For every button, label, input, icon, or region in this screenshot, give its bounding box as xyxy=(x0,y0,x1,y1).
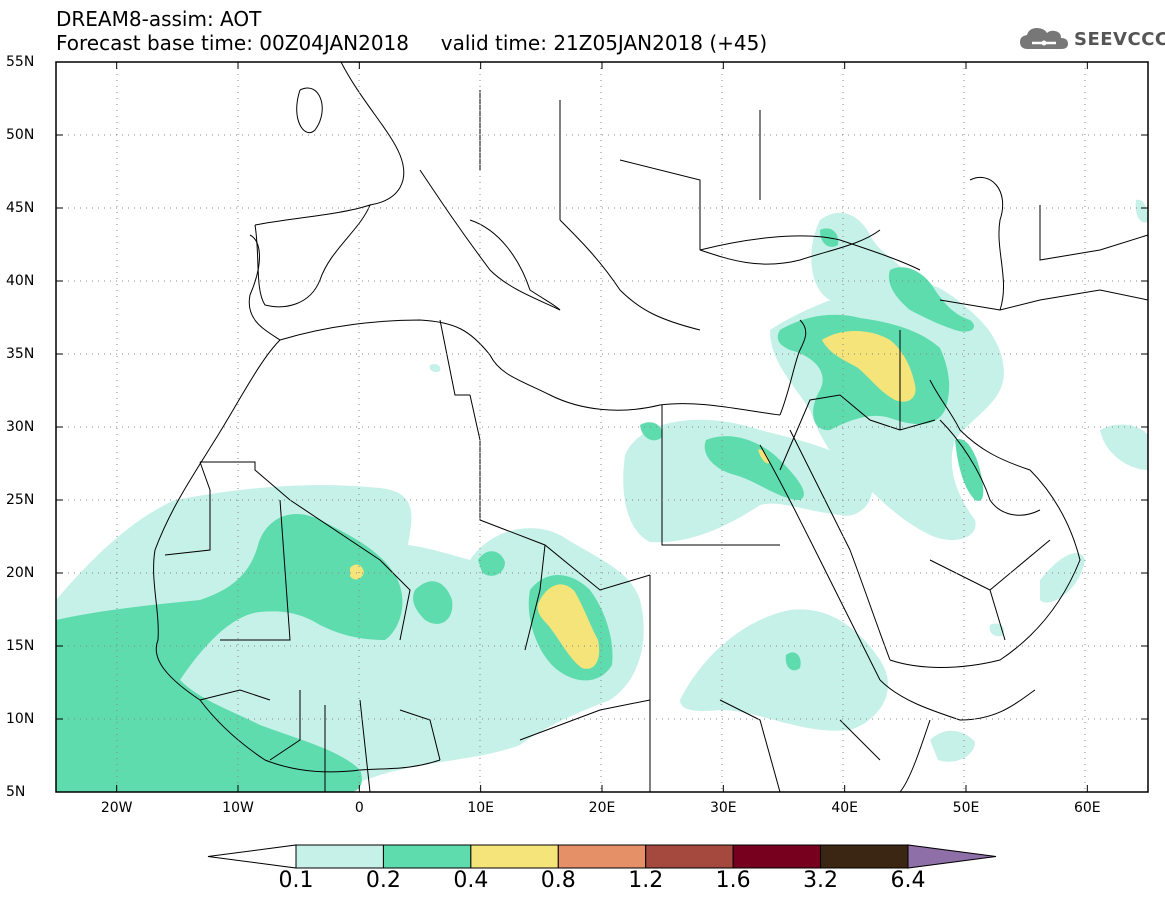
cloud-icon xyxy=(1020,28,1068,49)
lon-label: 20W xyxy=(100,800,133,816)
aot-contour-yellow xyxy=(350,331,916,669)
colorbar-cell xyxy=(820,844,909,869)
lat-label: 35N xyxy=(6,346,35,362)
lat-label: 5N xyxy=(6,784,26,800)
colorbar-cell xyxy=(295,844,384,869)
lat-label: 30N xyxy=(6,419,35,435)
lat-label: 25N xyxy=(6,492,35,508)
colorbar-label: 6.4 xyxy=(890,868,926,893)
colorbar-cell xyxy=(557,844,647,869)
lon-label: 30E xyxy=(709,800,737,816)
map-outlines xyxy=(153,62,1148,792)
lon-label: 10E xyxy=(467,800,494,816)
lat-label: 15N xyxy=(6,638,35,654)
map-title: DREAM8-assim: AOT xyxy=(56,7,262,31)
lon-label: 20E xyxy=(588,800,616,816)
lon-label: 60E xyxy=(1073,800,1101,816)
lat-label: 45N xyxy=(6,200,35,216)
lon-label: 10W xyxy=(222,800,254,816)
lon-label: 0 xyxy=(354,800,364,816)
colorbar-cell xyxy=(645,844,734,869)
colorbar-arrow-high xyxy=(907,844,997,869)
colorbar-label: 0.4 xyxy=(453,868,489,893)
colorbar-arrow-low xyxy=(207,844,297,869)
lat-label: 50N xyxy=(6,127,35,143)
colorbar-label: 0.2 xyxy=(365,868,401,893)
colorbar-cell xyxy=(732,844,822,869)
lon-label: 50E xyxy=(952,800,980,816)
lat-label: 55N xyxy=(6,54,35,70)
colorbar-label: 0.1 xyxy=(278,868,314,893)
colorbar-label: 0.8 xyxy=(540,868,576,893)
seevccc-logo: SEEVCCC xyxy=(1018,24,1165,54)
colorbar-cell xyxy=(470,844,559,869)
colorbar-label: 1.6 xyxy=(715,868,751,893)
grid-lines xyxy=(56,62,1148,792)
lat-label: 10N xyxy=(6,711,35,727)
colorbar-cell xyxy=(382,844,472,869)
logo-text: SEEVCCC xyxy=(1074,28,1165,50)
lat-label: 40N xyxy=(6,273,35,289)
colorbar-label: 3.2 xyxy=(803,868,839,893)
colorbar-label: 1.2 xyxy=(628,868,664,893)
lon-label: 40E xyxy=(831,800,858,816)
forecast-time-line: Forecast base time: 00Z04JAN2018 valid t… xyxy=(56,31,768,55)
lat-label: 20N xyxy=(6,565,35,581)
